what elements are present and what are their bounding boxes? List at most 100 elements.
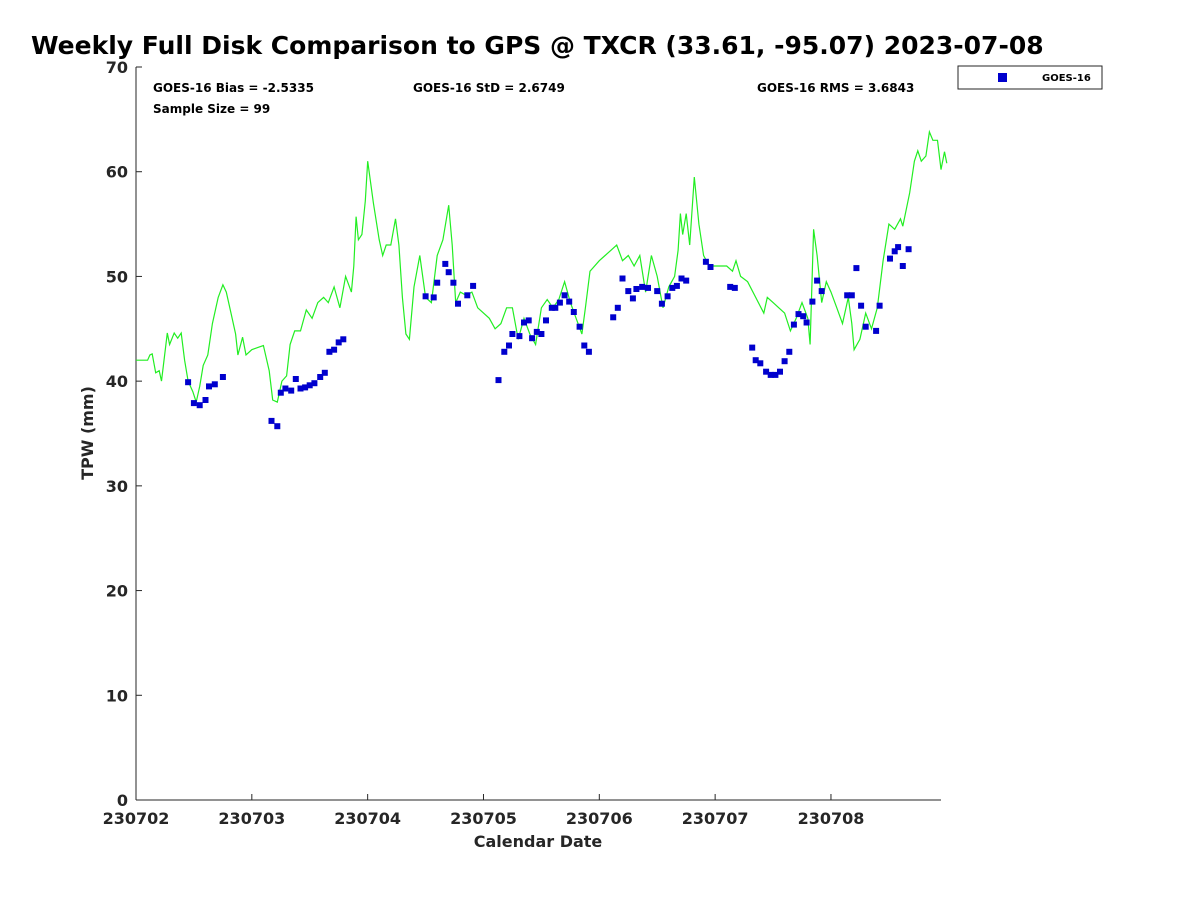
goes16-data-point — [566, 298, 573, 305]
goes16-data-point — [430, 294, 437, 301]
goes16-data-point — [495, 377, 502, 384]
goes16-data-point — [790, 321, 797, 328]
goes16-data-point — [529, 335, 536, 342]
goes16-data-point — [561, 292, 568, 299]
legend-marker-goes16 — [998, 73, 1007, 82]
goes16-data-point — [803, 319, 810, 326]
goes16-data-point — [533, 328, 540, 335]
goes16-data-point — [196, 402, 203, 409]
x-tick-label: 230708 — [798, 809, 865, 828]
goes16-data-point — [585, 348, 592, 355]
legend-box — [957, 65, 1103, 90]
goes16-data-point — [470, 282, 477, 289]
goes16-data-point — [707, 264, 714, 270]
goes16-data-point — [581, 342, 588, 349]
y-axis-label: TPW (mm) — [78, 386, 97, 480]
goes16-data-point — [795, 311, 802, 318]
goes16-data-point — [335, 339, 342, 346]
goes16-data-point — [749, 344, 756, 351]
goes16-data-point — [809, 298, 816, 305]
goes16-data-point — [781, 358, 788, 365]
goes16-data-point — [202, 397, 209, 403]
y-tick-label: 0 — [117, 791, 128, 810]
goes16-data-point — [268, 417, 275, 424]
goes16-data-point — [786, 348, 793, 355]
goes16-data-point — [297, 385, 304, 392]
y-tick-label: 50 — [106, 267, 128, 286]
goes16-data-point — [905, 246, 912, 253]
goes16-data-point — [654, 288, 661, 295]
goes16-data-point — [610, 314, 617, 321]
goes16-data-point — [434, 279, 441, 286]
goes16-data-point — [800, 313, 807, 320]
goes16-data-point — [772, 371, 779, 378]
goes16-data-point — [206, 383, 212, 390]
x-tick-label: 230706 — [566, 809, 633, 828]
x-tick-label: 230702 — [103, 809, 170, 828]
goes16-data-point — [683, 277, 690, 284]
rms-stat: GOES-16 RMS = 3.6843 — [757, 81, 914, 95]
y-tick-label: 60 — [106, 163, 128, 182]
goes16-data-point — [727, 283, 734, 290]
goes16-data-point — [321, 369, 328, 376]
goes16-data-point — [317, 374, 324, 380]
goes16-data-point — [757, 360, 764, 367]
goes16-data-point — [767, 371, 774, 378]
goes16-data-point — [891, 248, 898, 255]
goes16-data-point — [306, 382, 313, 389]
goes16-scatter-series — [185, 244, 912, 430]
goes16-data-point — [576, 323, 583, 330]
goes16-data-point — [422, 293, 429, 300]
goes16-data-point — [538, 331, 545, 337]
goes16-data-point — [525, 317, 532, 324]
goes16-data-point — [858, 302, 865, 309]
goes16-data-point — [543, 317, 549, 324]
goes16-data-point — [311, 380, 318, 387]
goes16-data-point — [777, 368, 783, 375]
goes16-data-point — [501, 348, 508, 355]
goes16-data-point — [629, 295, 636, 302]
plot-area — [136, 67, 941, 800]
goes16-data-point — [509, 331, 516, 337]
y-tick-label: 10 — [106, 686, 128, 705]
goes16-data-point — [450, 279, 457, 286]
goes16-data-point — [731, 284, 738, 291]
goes16-data-point — [185, 379, 192, 386]
goes16-data-point — [331, 346, 338, 353]
goes16-data-point — [302, 384, 309, 391]
goes16-data-point — [763, 368, 770, 375]
goes16-data-point — [521, 319, 527, 326]
goes16-data-point — [211, 381, 218, 388]
y-tick-label: 40 — [106, 372, 128, 391]
goes16-data-point — [844, 292, 851, 299]
y-tick-label: 30 — [106, 477, 128, 496]
goes16-data-point — [673, 282, 680, 289]
goes16-data-point — [288, 387, 295, 394]
goes16-data-point — [848, 292, 855, 299]
goes16-data-point — [445, 269, 452, 276]
goes16-data-point — [516, 333, 523, 340]
goes16-data-point — [442, 260, 449, 267]
goes16-data-point — [548, 304, 555, 311]
y-tick-label: 70 — [106, 58, 128, 77]
goes16-data-point — [506, 342, 512, 349]
goes16-data-point — [277, 389, 284, 396]
goes16-data-point — [614, 304, 621, 311]
goes16-data-point — [633, 286, 640, 292]
goes16-data-point — [818, 288, 825, 295]
goes16-data-point — [455, 300, 461, 307]
goes16-data-point — [873, 327, 880, 334]
gps-line-series — [136, 129, 948, 405]
bias-stat: GOES-16 Bias = -2.5335 — [153, 81, 314, 95]
legend-label-goes16: GOES-16 — [1042, 73, 1091, 84]
goes16-data-point — [190, 400, 197, 407]
goes16-data-point — [853, 265, 860, 272]
goes16-data-point — [887, 255, 893, 262]
goes16-data-point — [326, 348, 333, 355]
goes16-data-point — [862, 323, 869, 330]
goes16-data-point — [899, 263, 906, 269]
x-axis-ticks: 230702 230703 230704 230705 230706 230707 2307… — [103, 794, 865, 828]
goes16-data-point — [658, 300, 665, 307]
goes16-data-point — [340, 336, 347, 343]
goes16-data-point — [552, 304, 559, 311]
